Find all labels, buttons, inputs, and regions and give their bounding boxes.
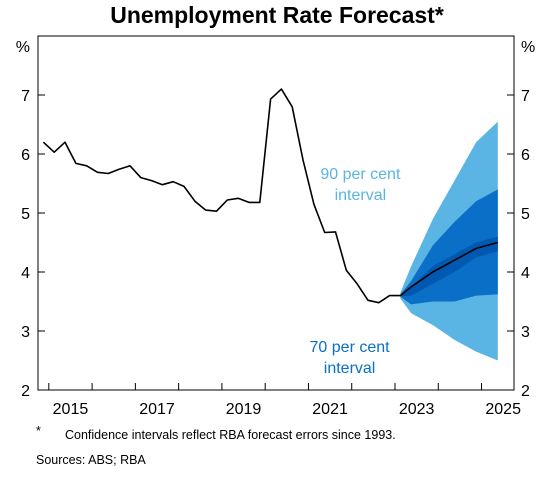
- x-tick-label-2015: 2015: [53, 401, 89, 418]
- x-tick-label-2017: 2017: [139, 401, 175, 418]
- x-tick-label-2021: 2021: [312, 401, 348, 418]
- series-line: [42, 88, 499, 304]
- x-tick-label-2023: 2023: [399, 401, 435, 418]
- y-tick-label-right-6: 6: [521, 147, 530, 164]
- y-tick-label-left-2: 2: [21, 383, 30, 400]
- y-tick-label-left-6: 6: [21, 147, 30, 164]
- y-tick-label-left-7: 7: [21, 88, 30, 105]
- annotation-90-line-0: 90 per cent: [320, 166, 401, 183]
- x-tick-label-2019: 2019: [226, 401, 262, 418]
- y-tick-label-right-5: 5: [521, 206, 530, 223]
- footnote-mark: *: [36, 424, 41, 438]
- y-tick-label-right-4: 4: [521, 265, 530, 282]
- y-tick-label-right-2: 2: [521, 383, 530, 400]
- annotation-70-line-0: 70 per cent: [310, 339, 391, 356]
- band-3: [400, 236, 498, 297]
- y-tick-label-right-7: 7: [521, 88, 530, 105]
- chart-title: Unemployment Rate Forecast*: [110, 2, 444, 28]
- footnote-text: Confidence intervals reflect RBA forecas…: [65, 428, 396, 442]
- annotation-70-line-1: interval: [324, 360, 376, 377]
- y-tick-label-left-4: 4: [21, 265, 30, 282]
- sources: Sources: ABS; RBA: [36, 453, 146, 467]
- y-unit-left: %: [16, 39, 30, 56]
- y-unit-right: %: [521, 39, 535, 56]
- y-tick-label-left-3: 3: [21, 324, 30, 341]
- x-tick-label-2025: 2025: [485, 401, 521, 418]
- annotation-90-line-1: interval: [335, 187, 387, 204]
- y-tick-label-left-5: 5: [21, 206, 30, 223]
- y-tick-label-right-3: 3: [521, 324, 530, 341]
